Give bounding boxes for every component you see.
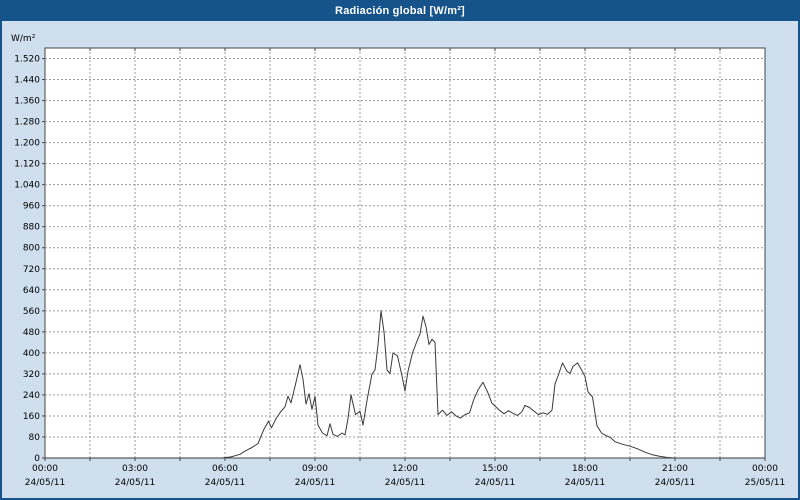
x-axis-time-label: 00:00 (752, 464, 778, 474)
x-axis-time-label: 09:00 (302, 464, 328, 474)
y-axis-tick-label: 640 (23, 286, 40, 296)
y-axis-tick-label: 960 (23, 202, 40, 212)
y-axis-tick-label: 0 (34, 454, 40, 464)
x-axis-date-label: 24/05/11 (115, 478, 155, 488)
series-line (45, 310, 765, 459)
y-axis-tick-label: 880 (23, 223, 40, 233)
y-axis-tick-label: 1.360 (14, 97, 40, 107)
x-axis-date-label: 24/05/11 (295, 478, 335, 488)
y-axis-unit-label: W/m² (11, 34, 36, 44)
x-axis-date-label: 24/05/11 (205, 478, 245, 488)
x-axis-date-label: 24/05/11 (565, 478, 605, 488)
y-axis-tick-label: 1.200 (14, 139, 40, 149)
y-axis-tick-label: 480 (23, 328, 40, 338)
y-axis-tick-label: 160 (23, 412, 40, 422)
y-axis-tick-label: 1.120 (14, 160, 40, 170)
chart-area: 0 80 160 240 320 400 480 560 640 720 800 880 960 1.04… (2, 21, 798, 498)
y-axis-tick-label: 240 (23, 391, 40, 401)
x-axis-date-label: 24/05/11 (655, 478, 695, 488)
y-axis-tick-label: 560 (23, 307, 40, 317)
y-axis-tick-label: 400 (23, 349, 40, 359)
x-axis-date-label: 24/05/11 (475, 478, 515, 488)
y-axis-tick-label: 1.520 (14, 55, 40, 65)
x-axis-time-label: 21:00 (662, 464, 688, 474)
y-axis-tick-label: 1.280 (14, 118, 40, 128)
y-axis-tick-label: 1.440 (14, 76, 40, 86)
x-axis-date-label: 24/05/11 (25, 478, 65, 488)
x-axis-time-label: 06:00 (212, 464, 238, 474)
x-axis-time-label: 18:00 (572, 464, 598, 474)
y-axis-tick-label: 800 (23, 244, 40, 254)
x-axis-time-label: 12:00 (392, 464, 418, 474)
x-axis-time-label: 15:00 (482, 464, 508, 474)
title-bar: Radiación global [W/m²] (2, 2, 798, 21)
y-axis-tick-label: 80 (29, 433, 41, 443)
radiation-chart: 0 80 160 240 320 400 480 560 640 720 800 880 960 1.04… (11, 34, 785, 488)
x-axis-date-label: 24/05/11 (385, 478, 425, 488)
x-axis-date-label: 25/05/11 (745, 478, 785, 488)
chart-title: Radiación global [W/m²] (335, 5, 465, 17)
x-axis-time-label: 03:00 (122, 464, 148, 474)
y-axis-tick-label: 1.040 (14, 181, 40, 191)
y-axis-tick-label: 720 (23, 265, 40, 275)
y-axis-tick-label: 320 (23, 370, 40, 380)
x-axis-time-label: 00:00 (32, 464, 58, 474)
